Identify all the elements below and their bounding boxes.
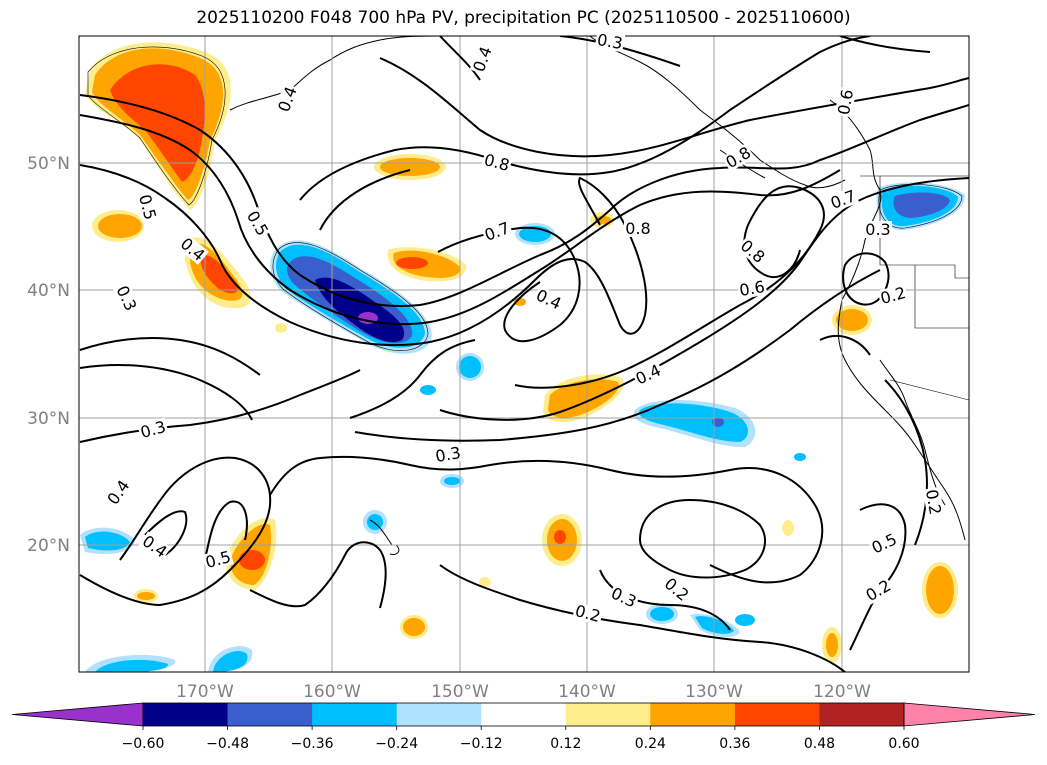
- map-title: 2025110200 F048 700 hPa PV, precipitatio…: [196, 8, 851, 28]
- contour-label: 0.3: [865, 220, 890, 239]
- contour-label-bg: [660, 573, 693, 605]
- colorbar-tick-label: 0.60: [888, 736, 919, 752]
- lon-tick-label: 130°W: [685, 682, 743, 702]
- contour-label-bg: [721, 143, 755, 172]
- contour-label-bg: [138, 531, 172, 562]
- contour-label-bg: [736, 277, 768, 300]
- contour-label-bg: [827, 186, 860, 213]
- contour-label-bg: [867, 529, 901, 558]
- contour-label-bg: [137, 417, 169, 442]
- contour-label-bg: [864, 221, 892, 238]
- contour-label: 0.3: [596, 30, 624, 53]
- colorbar-tick-label: −0.60: [122, 736, 165, 752]
- contour-label-bg: [274, 83, 301, 116]
- precip-outlines: [87, 46, 963, 351]
- colorbar-box: [143, 703, 229, 726]
- contour-label-bg: [607, 583, 641, 612]
- contour-label-bg: [112, 281, 141, 315]
- contour-label-bg: [532, 285, 566, 314]
- coastlines: [229, 36, 966, 555]
- contour-label: 0.3: [434, 443, 462, 466]
- contour-label-bg: [135, 191, 160, 223]
- colorbar-extend-min: [11, 702, 144, 727]
- lat-tick-label: 40°N: [27, 281, 70, 301]
- contour-label-bg: [176, 233, 209, 265]
- contour-label-bg: [481, 150, 513, 175]
- contour-label: 0.6: [834, 88, 857, 116]
- contour-label-bg: [834, 86, 857, 118]
- contour-label-bg: [243, 206, 272, 240]
- lon-tick-label: 140°W: [558, 682, 616, 702]
- contour-label-bg: [202, 547, 234, 572]
- colorbar-box: [650, 703, 736, 726]
- contour-labels: 0.40.30.80.50.50.40.30.70.80.80.70.30.20…: [103, 30, 945, 626]
- colorbar-tick-label: −0.12: [460, 736, 503, 752]
- contour-label-bg: [469, 43, 496, 76]
- pv-contours: [79, 36, 969, 672]
- colorbar-frame: [142, 702, 905, 727]
- contour-label: 0.6: [738, 277, 766, 300]
- contour-label-bg: [624, 220, 652, 237]
- contour-label: 0.8: [625, 219, 650, 238]
- colorbar-box: [819, 703, 905, 726]
- contour-label-bg: [103, 475, 134, 509]
- colorbar-tick-label: 0.24: [635, 736, 666, 752]
- colorbar-tick-label: −0.24: [375, 736, 418, 752]
- contour-label-bg: [631, 360, 665, 389]
- contour-label-bg: [572, 601, 604, 626]
- colorbar-tick-label: −0.48: [206, 736, 249, 752]
- contour-label-bg: [481, 218, 514, 245]
- colorbar-box: [396, 703, 482, 726]
- plot-frame: [78, 35, 970, 673]
- lon-tick-label: 170°W: [176, 682, 234, 702]
- colorbar-tick-label: −0.36: [291, 736, 334, 752]
- contour-label-bg: [432, 443, 464, 466]
- lat-tick-label: 30°N: [27, 409, 70, 429]
- colorbar: −0.60 −0.48 −0.36 −0.24 −0.12 0.12 0.24 0.36 0.4…: [11, 702, 1036, 752]
- lon-tick-label: 160°W: [303, 682, 361, 702]
- colorbar-box: [481, 703, 567, 726]
- contour-label-bg: [877, 283, 909, 308]
- contour-label-bg: [736, 235, 769, 267]
- colorbar-box: [227, 703, 313, 726]
- lat-tick-labels: 50°N 40°N 30°N 20°N: [27, 154, 70, 556]
- lon-tick-labels: 170°W 160°W 150°W 140°W 130°W 120°W: [176, 682, 871, 702]
- colorbar-tick-label: 0.36: [719, 736, 750, 752]
- colorbar-extend-max: [903, 702, 1036, 727]
- lon-tick-label: 150°W: [431, 682, 489, 702]
- colorbar-box: [734, 703, 820, 726]
- contour-label: 0.2: [922, 488, 945, 516]
- colorbar-tick-label: 0.48: [804, 736, 835, 752]
- lat-tick-label: 50°N: [27, 154, 70, 174]
- lat-tick-label: 20°N: [27, 536, 70, 556]
- contour-label-bg: [594, 30, 626, 53]
- contour-label-bg: [861, 576, 895, 605]
- lon-tick-label: 120°W: [813, 682, 871, 702]
- contour-label-bg: [922, 486, 945, 518]
- colorbar-box: [312, 703, 398, 726]
- colorbar-box: [565, 703, 651, 726]
- colorbar-tick-label: 0.12: [550, 736, 581, 752]
